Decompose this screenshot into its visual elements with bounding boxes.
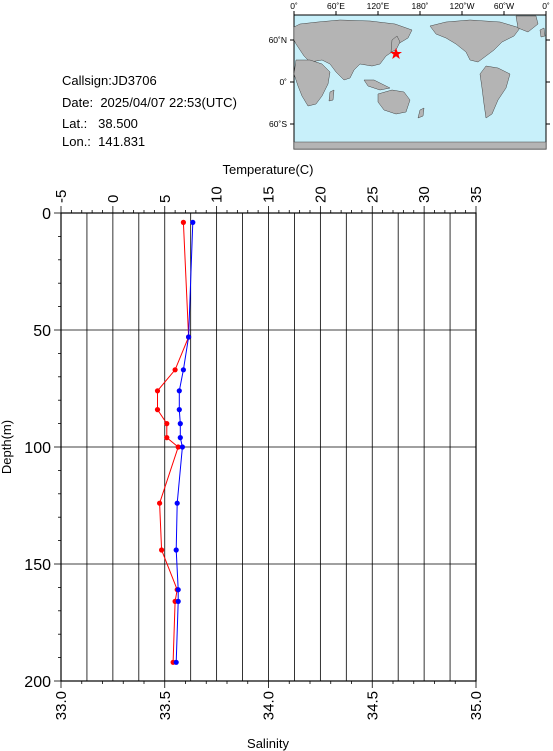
temperature-tick-label: 35: [468, 186, 485, 203]
map-lon-tick-1: 0˚: [290, 1, 298, 11]
depth-axis-title: Depth(m): [0, 420, 14, 474]
salinity-data-point: [174, 500, 180, 506]
temperature-data-point: [159, 547, 165, 553]
salinity-data-point: [186, 334, 192, 340]
map-lon-tick-3: 120˚E: [367, 1, 390, 11]
temperature-tick-label: 5: [157, 195, 174, 203]
temperature-tick-label: 0: [105, 195, 122, 203]
depth-tick-label: 150: [24, 557, 51, 574]
temperature-tick-label: -5: [53, 190, 70, 203]
date-label: Date:: [62, 95, 94, 110]
map-lon-tick-2: 60˚E: [327, 1, 345, 11]
lat-line: Lat.: 38.500: [62, 117, 138, 130]
map-lat-tick-2: 0˚: [279, 77, 287, 87]
salinity-data-point: [180, 367, 186, 373]
salinity-data-point: [176, 388, 182, 394]
station-marker-icon: [390, 48, 402, 59]
salinity-data-point: [177, 435, 183, 441]
callsign-label: Callsign:: [62, 73, 112, 88]
lon-label: Lon.:: [62, 134, 91, 149]
temperature-data-point: [157, 500, 163, 506]
temperature-data-point: [154, 407, 161, 413]
salinity-tick-label: 33.0: [53, 691, 70, 720]
temperature-tick-label: 30: [416, 186, 433, 203]
location-map: 0˚ 60˚E 120˚E 180˚ 120˚W 60˚W 0˚ 60˚N 0˚…: [269, 1, 550, 150]
salinity-data-point: [176, 407, 182, 413]
depth-tick-label: 0: [42, 206, 51, 223]
salinity-tick-label: 34.5: [364, 691, 381, 720]
temperature-data-point: [164, 435, 170, 441]
salinity-data-point: [175, 587, 181, 593]
lon-line: Lon.: 141.831: [62, 135, 145, 148]
lat-value: 38.500: [98, 116, 138, 131]
salinity-data-point: [177, 421, 183, 427]
depth-tick-label: 200: [24, 674, 51, 691]
salinity-tick-label: 35.0: [468, 691, 485, 720]
chart-grid: [60, 212, 477, 682]
temperature-data-point: [154, 388, 161, 394]
chart-series: [154, 219, 196, 665]
depth-tick-label: 100: [24, 440, 51, 457]
salinity-data-point: [173, 547, 179, 553]
temperature-data-point: [164, 421, 170, 427]
salinity-data-point: [179, 444, 185, 450]
temperature-tick-label: 15: [261, 186, 278, 203]
temperature-tick-label: 20: [312, 186, 329, 203]
callsign-line: Callsign:JD3706: [62, 74, 157, 87]
salinity-data-point: [190, 219, 196, 225]
salinity-tick-label: 33.5: [157, 691, 174, 720]
lat-label: Lat.:: [62, 116, 88, 131]
map-lon-tick-7: 0˚: [542, 1, 550, 11]
temperature-data-point: [172, 367, 178, 373]
temperature-tick-label: 25: [364, 186, 381, 203]
depth-tick-label: 50: [33, 323, 51, 340]
date-line: Date: 2025/04/07 22:53(UTC): [62, 96, 237, 109]
temperature-data-point: [180, 219, 186, 225]
date-value: 2025/04/07 22:53(UTC): [100, 95, 237, 110]
map-lat-tick-3: 60˚S: [269, 119, 287, 129]
map-lat-tick-1: 60˚N: [269, 35, 287, 45]
callsign-value: JD3706: [111, 73, 157, 88]
map-lon-tick-5: 120˚W: [449, 1, 474, 11]
temperature-profile-line: [157, 222, 190, 663]
map-lon-tick-6: 60˚W: [494, 1, 514, 11]
lon-value: 141.831: [98, 134, 146, 149]
salinity-axis-title: Salinity: [247, 736, 289, 751]
temperature-axis-title: Temperature(C): [222, 162, 313, 177]
plot-frame: [60, 212, 477, 682]
map-lon-tick-4: 180˚: [411, 1, 428, 11]
salinity-data-point: [175, 598, 181, 605]
salinity-data-point: [173, 659, 179, 665]
map-land: [293, 15, 547, 150]
salinity-tick-label: 34.0: [261, 691, 278, 720]
temperature-tick-label: 10: [209, 186, 226, 203]
temperature-data-point: [175, 444, 181, 450]
map-frame-ticks: [290, 11, 550, 125]
